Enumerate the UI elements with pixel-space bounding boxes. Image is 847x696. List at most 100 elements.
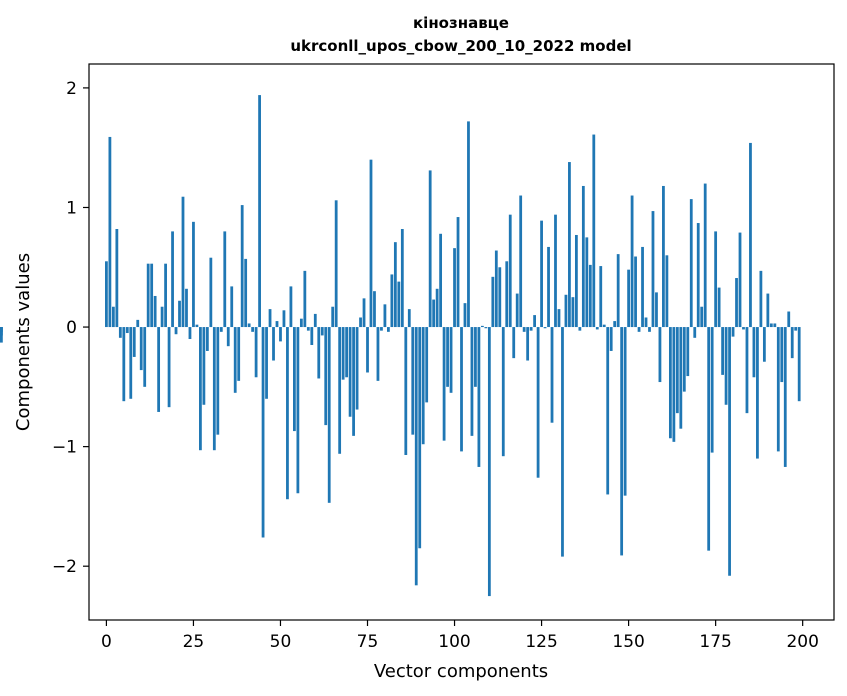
bar <box>348 327 352 417</box>
bar <box>620 327 624 556</box>
bar <box>533 315 536 328</box>
bar <box>679 327 683 429</box>
bar <box>219 327 223 332</box>
bar <box>188 327 192 340</box>
bar <box>449 327 453 393</box>
bar <box>383 304 387 328</box>
bar <box>393 242 397 328</box>
bar <box>233 327 237 393</box>
bar <box>306 327 310 331</box>
bar <box>352 327 355 436</box>
bar <box>749 142 752 328</box>
bar <box>547 246 550 328</box>
bar <box>609 327 613 351</box>
bar <box>515 293 519 328</box>
bar <box>731 327 735 337</box>
bar <box>380 327 383 331</box>
bar <box>247 323 251 328</box>
bar <box>111 306 115 328</box>
bar <box>411 327 415 435</box>
bar <box>759 270 763 328</box>
bar <box>174 327 178 335</box>
bar <box>435 288 439 328</box>
bar <box>366 327 369 373</box>
bar <box>376 327 380 381</box>
x-tick-label: 100 <box>438 632 470 652</box>
bar <box>439 233 443 328</box>
bar <box>790 327 794 359</box>
bar <box>275 321 279 328</box>
bar <box>293 327 296 432</box>
bar <box>474 327 477 387</box>
y-axis-label: Components values <box>13 253 34 431</box>
bar <box>313 313 317 328</box>
bar <box>258 95 261 328</box>
bar <box>724 327 728 405</box>
bar <box>317 327 321 379</box>
bar <box>467 121 470 328</box>
bar <box>522 327 526 332</box>
x-axis-ticks: 0 25 50 75 100 125 150 175 200 <box>101 620 819 652</box>
bar <box>334 200 338 328</box>
bar <box>794 327 798 331</box>
bar <box>373 291 376 328</box>
bar <box>651 211 655 328</box>
bar <box>693 327 697 338</box>
bar <box>418 327 422 549</box>
bar <box>505 261 509 328</box>
bar <box>118 327 122 338</box>
bar <box>387 327 390 332</box>
bar <box>299 318 303 328</box>
bar <box>599 266 603 328</box>
x-tick-label: 200 <box>786 632 818 652</box>
bar <box>397 281 401 328</box>
bar <box>181 196 185 328</box>
bar <box>529 327 533 331</box>
bar <box>675 327 679 414</box>
bar <box>199 327 202 451</box>
bar <box>703 183 707 328</box>
bar <box>171 231 174 328</box>
bar <box>606 327 610 495</box>
bar <box>205 327 209 351</box>
bar <box>237 327 241 381</box>
bar <box>627 269 630 328</box>
bar <box>212 327 216 451</box>
bar <box>658 327 662 383</box>
bar <box>630 195 634 328</box>
bar <box>491 276 495 328</box>
bar <box>0 327 3 332</box>
bar <box>571 297 575 328</box>
bar <box>331 306 335 328</box>
bar <box>254 327 258 378</box>
bar <box>223 231 227 328</box>
bar <box>265 327 268 399</box>
bar <box>554 214 557 328</box>
chart-title-line2: ukrconll_upos_cbow_200_10_2022 model <box>290 37 631 55</box>
bar <box>446 327 449 387</box>
bar <box>721 327 724 375</box>
bar <box>581 185 585 328</box>
bar <box>665 255 669 328</box>
bar <box>272 327 275 361</box>
bar <box>414 327 418 586</box>
x-axis-label: Vector components <box>374 661 548 682</box>
bar <box>286 327 289 500</box>
bar <box>700 306 704 328</box>
bar <box>282 310 286 328</box>
bar <box>122 327 126 402</box>
bar <box>735 278 738 328</box>
bar <box>324 327 328 426</box>
bar <box>742 327 745 330</box>
bar <box>682 327 686 392</box>
bar <box>481 325 484 328</box>
bar <box>655 292 658 328</box>
bar <box>564 294 568 328</box>
bar <box>672 327 676 442</box>
x-tick-label: 150 <box>612 632 644 652</box>
x-tick-label: 0 <box>101 632 112 652</box>
x-tick-label: 50 <box>270 632 292 652</box>
bar <box>115 229 119 328</box>
bar <box>143 327 147 387</box>
bar <box>536 327 540 478</box>
